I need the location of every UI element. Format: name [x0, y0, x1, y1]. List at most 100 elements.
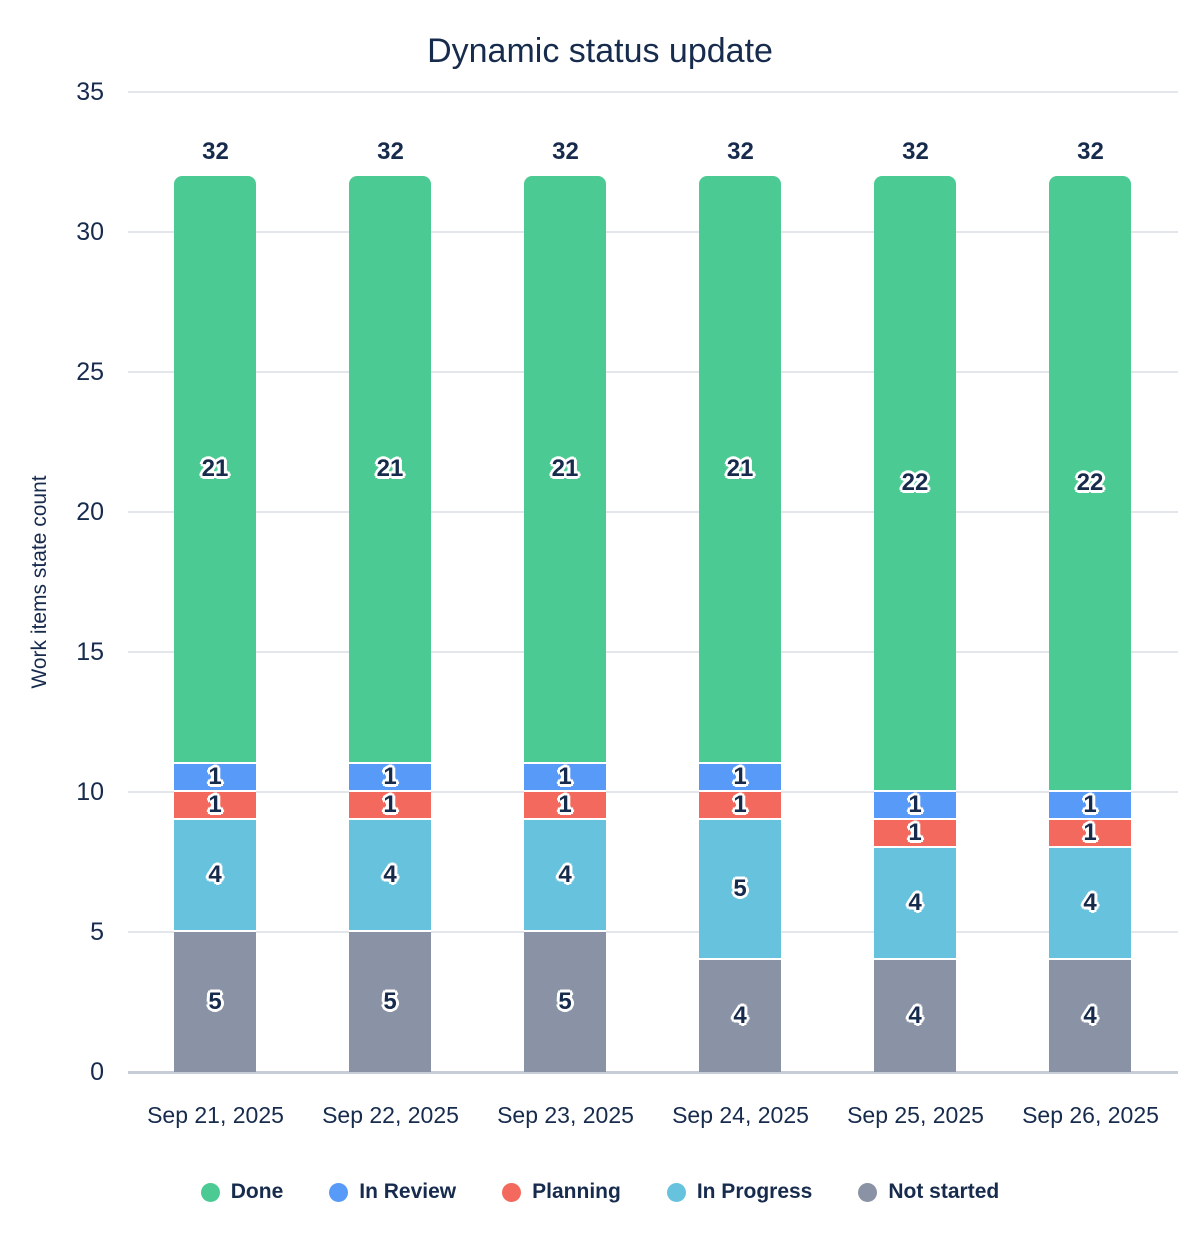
stacked-bar-3[interactable]: 5 4 1 1 21	[524, 176, 606, 1072]
segment-value-label: 21	[726, 455, 754, 482]
gridline-35	[128, 91, 1178, 93]
category-column-6: 4 4 1 1 22 32 Sep 26, 2025	[1003, 92, 1178, 1129]
plot-area: 5 4 1 1 21 32 Sep 21, 2025 5 4 1 1 21 32 Sep 22, 2025…	[128, 91, 1178, 1129]
segment-value-label: 4	[908, 889, 922, 916]
bar-segment-not-started[interactable]: 4	[874, 960, 956, 1072]
stacked-bar-4[interactable]: 4 5 1 1 21	[699, 176, 781, 1072]
gridline-15	[128, 651, 1178, 653]
bar-segment-done[interactable]: 21	[699, 176, 781, 764]
legend-label: Done	[230, 1180, 284, 1203]
gridline-20	[128, 511, 1178, 513]
bar-segment-not-started[interactable]: 5	[524, 932, 606, 1072]
bar-segment-in-review[interactable]: 1	[699, 764, 781, 792]
bar-segment-in-review[interactable]: 1	[349, 764, 431, 792]
legend-item-planning[interactable]: Planning	[502, 1180, 621, 1204]
segment-value-label: 1	[733, 791, 747, 818]
segment-value-label: 5	[383, 988, 397, 1015]
segment-value-label: 4	[383, 861, 397, 888]
segment-value-label: 1	[208, 763, 222, 790]
segment-value-label: 21	[376, 455, 404, 482]
legend-item-in-review[interactable]: In Review	[329, 1180, 456, 1204]
segment-value-label: 22	[1076, 469, 1104, 496]
x-axis-tick-label: Sep 22, 2025	[322, 1102, 459, 1128]
segment-value-label: 1	[383, 763, 397, 790]
segment-value-label: 22	[901, 469, 929, 496]
bar-segment-in-progress[interactable]: 4	[874, 848, 956, 960]
segment-value-label: 4	[908, 1002, 922, 1029]
bar-segment-done[interactable]: 22	[874, 176, 956, 792]
bar-segment-in-progress[interactable]: 4	[524, 820, 606, 932]
legend-label: In Review	[359, 1180, 457, 1203]
segment-value-label: 4	[1083, 1002, 1097, 1029]
category-column-4: 4 5 1 1 21 32 Sep 24, 2025	[653, 92, 828, 1129]
stacked-bar-1[interactable]: 5 4 1 1 21	[174, 176, 256, 1072]
bar-segment-in-progress[interactable]: 5	[699, 820, 781, 960]
legend-color-dot	[200, 1182, 220, 1202]
legend-color-dot	[502, 1182, 522, 1202]
segment-value-label: 1	[558, 763, 572, 790]
legend-item-in-progress[interactable]: In Progress	[666, 1180, 813, 1204]
category-column-1: 5 4 1 1 21 32 Sep 21, 2025	[128, 92, 303, 1129]
segment-value-label: 21	[551, 455, 579, 482]
bar-segment-in-progress[interactable]: 4	[174, 820, 256, 932]
bar-segment-done[interactable]: 21	[174, 176, 256, 764]
chart-title: Dynamic status update	[427, 32, 773, 70]
bar-segment-planning[interactable]: 1	[1049, 820, 1131, 848]
bar-segment-in-progress[interactable]: 4	[349, 820, 431, 932]
segment-value-label: 4	[208, 861, 222, 888]
y-tick-label-35: 35	[76, 78, 104, 106]
x-axis-tick-label: Sep 25, 2025	[847, 1102, 984, 1128]
bar-segment-not-started[interactable]: 4	[1049, 960, 1131, 1072]
gridline-5	[128, 931, 1178, 933]
stacked-bar-6[interactable]: 4 4 1 1 22	[1049, 176, 1131, 1072]
bar-segment-not-started[interactable]: 5	[174, 932, 256, 1072]
bar-segment-not-started[interactable]: 5	[349, 932, 431, 1072]
y-tick-label-5: 5	[90, 918, 104, 946]
y-tick-label-15: 15	[76, 638, 104, 666]
legend-label: In Progress	[696, 1180, 813, 1203]
x-axis-tick-label: Sep 23, 2025	[497, 1102, 634, 1128]
bar-total-label: 32	[377, 138, 404, 165]
legend-item-not-started[interactable]: Not started	[858, 1180, 999, 1204]
bar-segment-in-review[interactable]: 1	[524, 764, 606, 792]
bar-segment-done[interactable]: 21	[349, 176, 431, 764]
bar-segment-in-review[interactable]: 1	[1049, 792, 1131, 820]
category-column-2: 5 4 1 1 21 32 Sep 22, 2025	[303, 92, 478, 1129]
segment-value-label: 1	[1083, 819, 1097, 846]
stacked-bar-5[interactable]: 4 4 1 1 22	[874, 176, 956, 1072]
bar-segment-planning[interactable]: 1	[874, 820, 956, 848]
bar-segment-planning[interactable]: 1	[524, 792, 606, 820]
bar-segment-in-review[interactable]: 1	[874, 792, 956, 820]
segment-value-label: 4	[733, 1002, 747, 1029]
segment-value-label: 1	[1083, 791, 1097, 818]
bar-total-label: 32	[552, 138, 579, 165]
bar-segment-done[interactable]: 21	[524, 176, 606, 764]
segment-value-label: 5	[733, 875, 747, 902]
y-tick-label-20: 20	[76, 498, 104, 526]
bar-total-label: 32	[1077, 138, 1104, 165]
segment-value-label: 4	[558, 861, 572, 888]
legend-color-dot	[666, 1182, 686, 1202]
legend-item-done[interactable]: Done	[200, 1180, 284, 1204]
gridline-30	[128, 231, 1178, 233]
legend-label: Not started	[888, 1180, 1000, 1203]
x-axis-line	[128, 1071, 1178, 1074]
bar-segment-in-progress[interactable]: 4	[1049, 848, 1131, 960]
bar-total-label: 32	[202, 138, 229, 165]
bar-segment-planning[interactable]: 1	[174, 792, 256, 820]
bar-segment-not-started[interactable]: 4	[699, 960, 781, 1072]
y-tick-label-10: 10	[76, 778, 104, 806]
segment-value-label: 1	[908, 819, 922, 846]
legend-color-dot	[858, 1182, 878, 1202]
y-tick-label-0: 0	[90, 1058, 104, 1086]
bar-segment-planning[interactable]: 1	[699, 792, 781, 820]
bar-segment-planning[interactable]: 1	[349, 792, 431, 820]
bar-segment-in-review[interactable]: 1	[174, 764, 256, 792]
legend-color-dot	[329, 1182, 349, 1202]
category-column-3: 5 4 1 1 21 32 Sep 23, 2025	[478, 92, 653, 1129]
category-column-5: 4 4 1 1 22 32 Sep 25, 2025	[828, 92, 1003, 1129]
stacked-bar-2[interactable]: 5 4 1 1 21	[349, 176, 431, 1072]
bar-segment-done[interactable]: 22	[1049, 176, 1131, 792]
segment-value-label: 1	[208, 791, 222, 818]
